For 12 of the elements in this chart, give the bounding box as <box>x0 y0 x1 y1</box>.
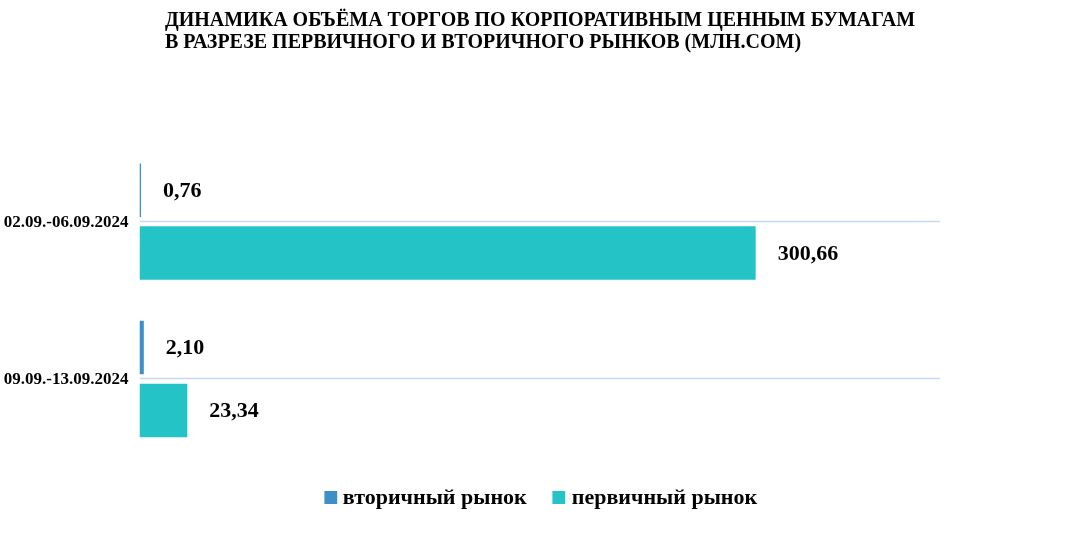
data-label: 300,66 <box>777 240 839 266</box>
data-label: 23,34 <box>209 397 259 423</box>
bar <box>139 383 188 438</box>
legend-label: вторичный рынок <box>342 484 527 510</box>
y-tick-label: 02.09.-06.09.2024 <box>3 212 129 232</box>
bar <box>139 226 756 280</box>
legend-label: первичный рынок <box>571 484 758 510</box>
data-label: 2,10 <box>165 334 205 360</box>
data-label: 0,76 <box>163 177 202 203</box>
bar <box>139 320 144 375</box>
y-tick-label: 09.09.-13.09.2024 <box>3 369 129 389</box>
chart-title: ДИНАМИКА ОБЪЁМА ТОРГОВ ПО КОРПОРАТИВНЫМ ЦЕННЫМ БУМАГАМ В РАЗРЕЗЕ ПЕРВИЧНОГО И ВТОРИЧНОГО РЫНКОВ (МЛН.СОМ) <box>164 7 916 53</box>
